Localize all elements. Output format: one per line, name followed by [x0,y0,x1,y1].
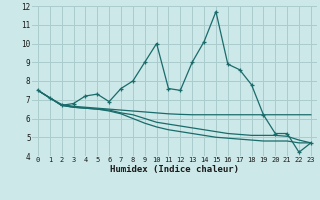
X-axis label: Humidex (Indice chaleur): Humidex (Indice chaleur) [110,165,239,174]
